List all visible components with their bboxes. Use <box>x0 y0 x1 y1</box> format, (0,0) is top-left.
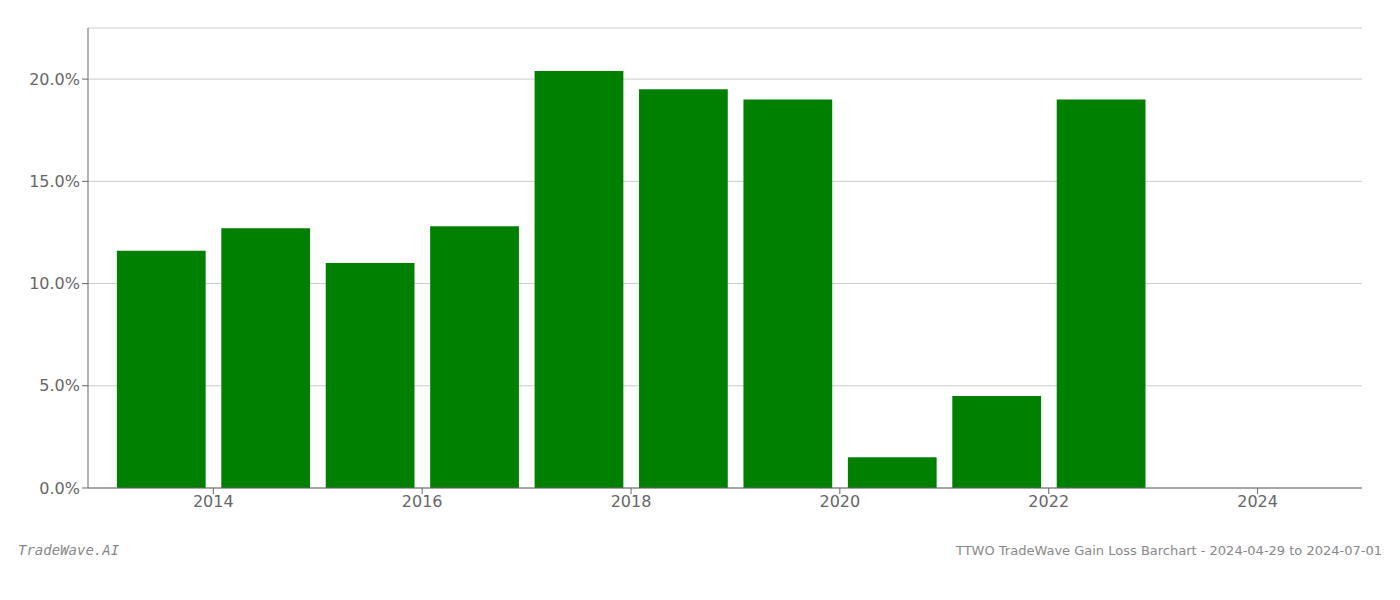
svg-text:2014: 2014 <box>193 492 234 511</box>
svg-text:2016: 2016 <box>402 492 443 511</box>
svg-text:2020: 2020 <box>820 492 861 511</box>
svg-text:2022: 2022 <box>1028 492 1069 511</box>
svg-text:5.0%: 5.0% <box>39 376 80 395</box>
html-text:TTWO TradeWave Gain Loss Barch: TTWO TradeWave Gain Loss Barchart - 2024… <box>955 543 1382 558</box>
html-text:TradeWave.AI: TradeWave.AI <box>18 542 120 558</box>
svg-text:0.0%: 0.0% <box>39 479 80 498</box>
svg-text:2024: 2024 <box>1237 492 1278 511</box>
svg-text:20.0%: 20.0% <box>29 70 80 89</box>
svg-text:15.0%: 15.0% <box>29 172 80 191</box>
svg-text:10.0%: 10.0% <box>29 274 80 293</box>
svg-text:2018: 2018 <box>611 492 652 511</box>
